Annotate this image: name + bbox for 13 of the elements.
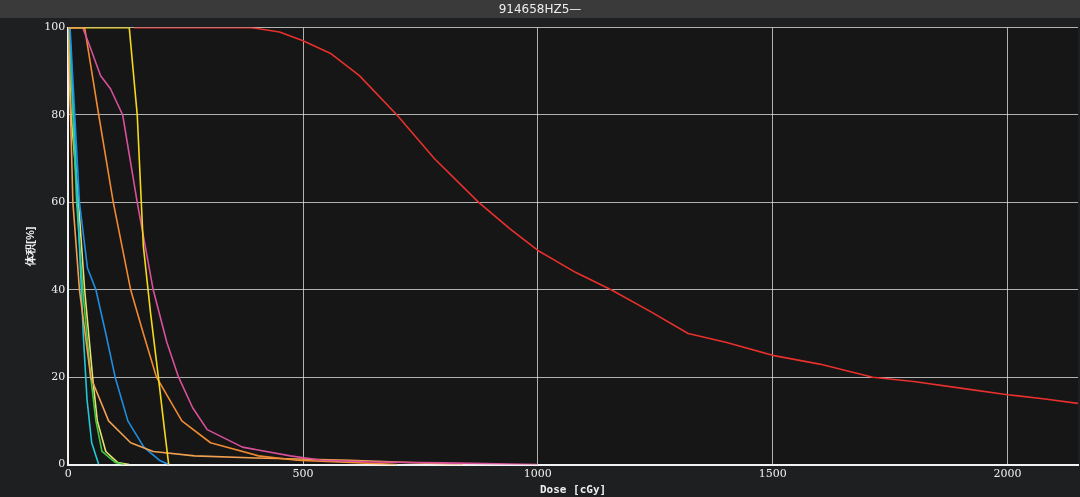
x-axis-title: Dose [cGy] [539,483,607,497]
y-tick-label: 20 [51,370,66,384]
chart-title: 914658HZ5— [497,2,583,16]
x-tick-label: 1500 [758,467,787,481]
y-tick-label: 60 [51,195,66,209]
x-tick-label: 500 [292,467,314,481]
x-tick-label: 2000 [993,467,1022,481]
y-axis-title: 体积[%] [23,226,36,267]
y-tick-label: 0 [58,457,66,471]
y-tick-label: 100 [44,20,66,34]
y-tick-label: 40 [51,282,66,296]
x-tick-label: 1000 [523,467,552,481]
y-tick-label: 80 [51,107,66,121]
